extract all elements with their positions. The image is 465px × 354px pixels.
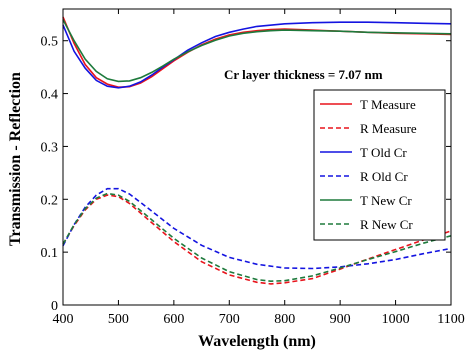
axes-layer: 400 500 600 700 800 900 1000 1100 0 0.1 0.2 0.3 0.4 0…	[41, 8, 465, 327]
series-line-5	[62, 192, 452, 283]
x-tick-label: 1000	[382, 312, 410, 327]
legend-entry-3: R Old Cr	[360, 169, 408, 184]
x-axis-label: Wavelength (nm)	[198, 333, 316, 350]
legend-box	[313, 89, 446, 241]
x-tick-label: 800	[274, 312, 295, 327]
annotation: Cr layer thickness = 7.07 nm	[224, 67, 383, 82]
y-tick-label: 0.2	[41, 193, 59, 208]
y-tick-label: 0	[51, 299, 58, 314]
y-tick-label: 0.3	[41, 140, 59, 155]
x-tick-label: 1100	[437, 312, 464, 327]
series-line-4	[62, 19, 452, 83]
axes-frame	[62, 8, 452, 306]
x-tick-label: 400	[53, 312, 74, 327]
series-line-2	[62, 21, 452, 89]
y-tick-label: 0.5	[41, 35, 59, 50]
x-tick-label: 900	[330, 312, 351, 327]
x-tick-label: 500	[108, 312, 129, 327]
y-tick-label: 0.4	[41, 88, 59, 103]
legend-entry-0: T Measure	[360, 97, 416, 112]
x-tick-label: 600	[163, 312, 184, 327]
legend-entry-1: R Measure	[360, 121, 417, 136]
x-tick-label: 700	[219, 312, 240, 327]
legend: T Measure R Measure T Old Cr R Old Cr T New …	[313, 89, 446, 241]
series-layer	[62, 16, 452, 285]
series-line-3	[62, 187, 452, 270]
y-tick-label: 0.1	[41, 246, 59, 261]
legend-entry-4: T New Cr	[360, 193, 412, 208]
legend-entry-2: T Old Cr	[360, 145, 407, 160]
legend-entry-5: R New Cr	[360, 217, 413, 232]
y-axis-label: Transmission - Reflection	[7, 72, 24, 246]
